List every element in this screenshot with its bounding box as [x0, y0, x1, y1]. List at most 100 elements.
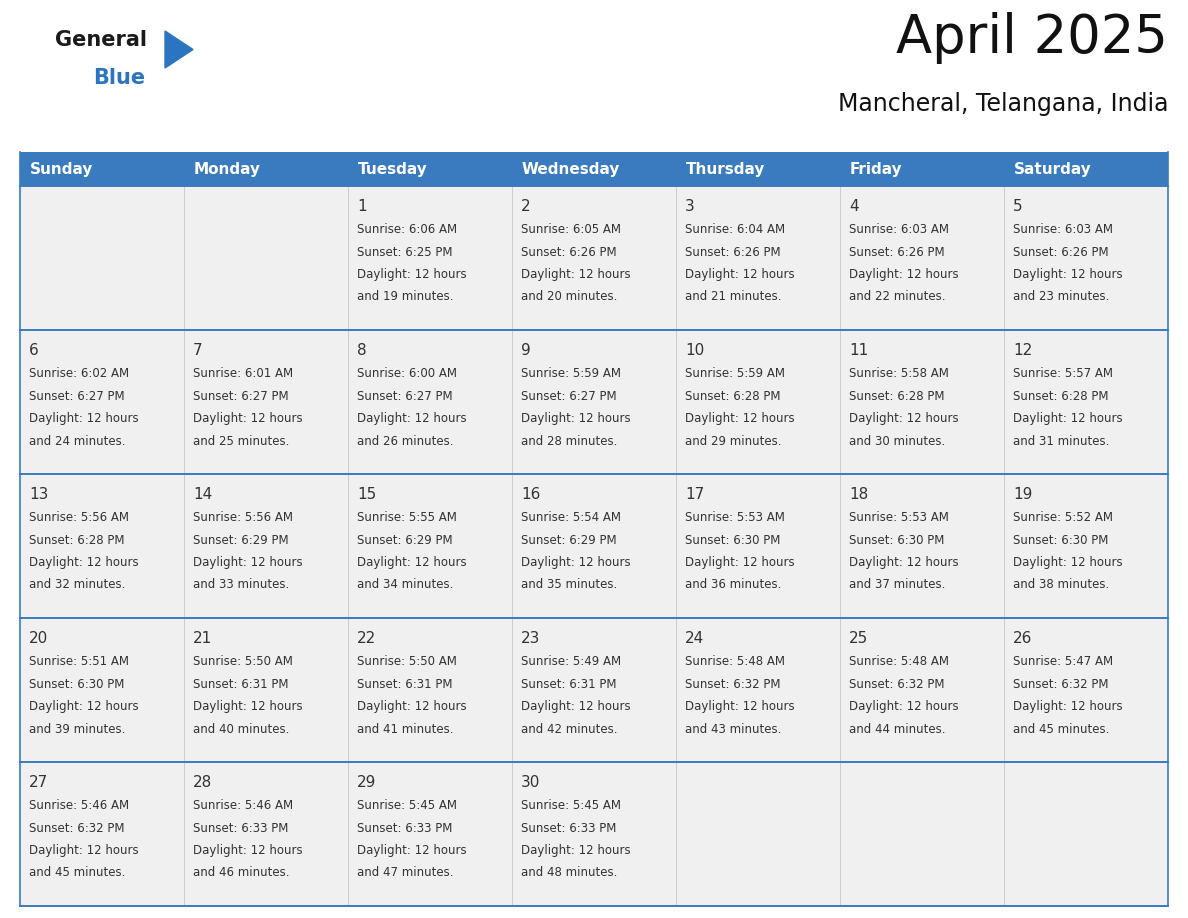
- Text: Sunrise: 5:54 AM: Sunrise: 5:54 AM: [522, 511, 621, 524]
- Text: Sunrise: 5:52 AM: Sunrise: 5:52 AM: [1013, 511, 1113, 524]
- Text: Sunset: 6:27 PM: Sunset: 6:27 PM: [358, 389, 453, 402]
- Text: 4: 4: [849, 199, 859, 214]
- Text: Sunset: 6:25 PM: Sunset: 6:25 PM: [358, 245, 453, 259]
- Text: Sunrise: 5:56 AM: Sunrise: 5:56 AM: [192, 511, 293, 524]
- Text: 11: 11: [849, 343, 868, 358]
- Text: Sunrise: 5:53 AM: Sunrise: 5:53 AM: [849, 511, 949, 524]
- Text: Daylight: 12 hours: Daylight: 12 hours: [192, 700, 303, 713]
- Text: 15: 15: [358, 487, 377, 502]
- Text: 5: 5: [1013, 199, 1023, 214]
- Text: Daylight: 12 hours: Daylight: 12 hours: [29, 412, 139, 425]
- Text: Sunset: 6:33 PM: Sunset: 6:33 PM: [358, 822, 453, 834]
- Text: Sunrise: 5:56 AM: Sunrise: 5:56 AM: [29, 511, 129, 524]
- Text: Sunset: 6:31 PM: Sunset: 6:31 PM: [522, 677, 617, 690]
- Text: 12: 12: [1013, 343, 1032, 358]
- Text: 20: 20: [29, 631, 49, 646]
- Bar: [20, 618, 1168, 762]
- Text: 28: 28: [192, 775, 213, 790]
- Text: Daylight: 12 hours: Daylight: 12 hours: [522, 556, 631, 569]
- Text: 19: 19: [1013, 487, 1032, 502]
- Text: 16: 16: [522, 487, 541, 502]
- Text: and 25 minutes.: and 25 minutes.: [192, 434, 290, 447]
- Text: April 2025: April 2025: [896, 12, 1168, 64]
- Text: Sunrise: 6:00 AM: Sunrise: 6:00 AM: [358, 367, 457, 380]
- Bar: [20, 474, 1168, 618]
- Text: 3: 3: [685, 199, 695, 214]
- Text: 9: 9: [522, 343, 531, 358]
- Text: General: General: [55, 30, 147, 50]
- Text: Sunrise: 6:02 AM: Sunrise: 6:02 AM: [29, 367, 129, 380]
- Text: Sunset: 6:26 PM: Sunset: 6:26 PM: [849, 245, 944, 259]
- Bar: [20, 330, 1168, 474]
- Text: 7: 7: [192, 343, 203, 358]
- Text: Sunrise: 6:01 AM: Sunrise: 6:01 AM: [192, 367, 293, 380]
- Text: and 29 minutes.: and 29 minutes.: [685, 434, 782, 447]
- Text: Thursday: Thursday: [685, 162, 765, 176]
- Text: 10: 10: [685, 343, 704, 358]
- Text: Daylight: 12 hours: Daylight: 12 hours: [849, 700, 959, 713]
- Text: and 22 minutes.: and 22 minutes.: [849, 290, 946, 304]
- Text: Sunrise: 5:48 AM: Sunrise: 5:48 AM: [685, 655, 785, 668]
- Text: Daylight: 12 hours: Daylight: 12 hours: [522, 700, 631, 713]
- Text: and 37 minutes.: and 37 minutes.: [849, 578, 946, 591]
- Text: Sunrise: 5:49 AM: Sunrise: 5:49 AM: [522, 655, 621, 668]
- Text: Sunrise: 6:03 AM: Sunrise: 6:03 AM: [1013, 223, 1113, 236]
- Text: Sunset: 6:31 PM: Sunset: 6:31 PM: [358, 677, 453, 690]
- Text: 26: 26: [1013, 631, 1032, 646]
- Text: Daylight: 12 hours: Daylight: 12 hours: [522, 268, 631, 281]
- Text: and 40 minutes.: and 40 minutes.: [192, 722, 290, 735]
- Text: Sunrise: 5:45 AM: Sunrise: 5:45 AM: [358, 799, 457, 812]
- Text: Sunrise: 5:45 AM: Sunrise: 5:45 AM: [522, 799, 621, 812]
- Text: Sunrise: 5:59 AM: Sunrise: 5:59 AM: [685, 367, 785, 380]
- Text: Sunset: 6:30 PM: Sunset: 6:30 PM: [1013, 533, 1108, 546]
- Text: Monday: Monday: [194, 162, 261, 176]
- Text: Sunset: 6:28 PM: Sunset: 6:28 PM: [29, 533, 125, 546]
- Polygon shape: [165, 31, 192, 68]
- Bar: [20, 152, 1168, 186]
- Text: Sunset: 6:30 PM: Sunset: 6:30 PM: [849, 533, 944, 546]
- Text: 8: 8: [358, 343, 367, 358]
- Text: and 33 minutes.: and 33 minutes.: [192, 578, 289, 591]
- Text: Sunrise: 5:55 AM: Sunrise: 5:55 AM: [358, 511, 457, 524]
- Text: and 20 minutes.: and 20 minutes.: [522, 290, 618, 304]
- Text: Sunset: 6:27 PM: Sunset: 6:27 PM: [29, 389, 125, 402]
- Text: Sunset: 6:33 PM: Sunset: 6:33 PM: [192, 822, 289, 834]
- Text: and 48 minutes.: and 48 minutes.: [522, 867, 618, 879]
- Text: and 39 minutes.: and 39 minutes.: [29, 722, 126, 735]
- Text: Sunset: 6:30 PM: Sunset: 6:30 PM: [29, 677, 125, 690]
- Text: and 23 minutes.: and 23 minutes.: [1013, 290, 1110, 304]
- Text: and 43 minutes.: and 43 minutes.: [685, 722, 782, 735]
- Text: Sunset: 6:30 PM: Sunset: 6:30 PM: [685, 533, 781, 546]
- Text: 24: 24: [685, 631, 704, 646]
- Text: Sunset: 6:32 PM: Sunset: 6:32 PM: [1013, 677, 1108, 690]
- Text: Daylight: 12 hours: Daylight: 12 hours: [358, 412, 467, 425]
- Text: Wednesday: Wednesday: [522, 162, 620, 176]
- Text: Friday: Friday: [849, 162, 903, 176]
- Text: Sunset: 6:29 PM: Sunset: 6:29 PM: [522, 533, 617, 546]
- Text: and 26 minutes.: and 26 minutes.: [358, 434, 454, 447]
- Text: 25: 25: [849, 631, 868, 646]
- Text: Sunset: 6:26 PM: Sunset: 6:26 PM: [685, 245, 781, 259]
- Text: Saturday: Saturday: [1015, 162, 1092, 176]
- Text: Sunset: 6:32 PM: Sunset: 6:32 PM: [685, 677, 781, 690]
- Text: and 35 minutes.: and 35 minutes.: [522, 578, 618, 591]
- Text: and 42 minutes.: and 42 minutes.: [522, 722, 618, 735]
- Text: Daylight: 12 hours: Daylight: 12 hours: [358, 268, 467, 281]
- Text: Daylight: 12 hours: Daylight: 12 hours: [1013, 556, 1123, 569]
- Text: and 45 minutes.: and 45 minutes.: [29, 867, 126, 879]
- Text: Daylight: 12 hours: Daylight: 12 hours: [849, 556, 959, 569]
- Text: and 34 minutes.: and 34 minutes.: [358, 578, 454, 591]
- Text: and 47 minutes.: and 47 minutes.: [358, 867, 454, 879]
- Text: Sunrise: 5:59 AM: Sunrise: 5:59 AM: [522, 367, 621, 380]
- Text: and 41 minutes.: and 41 minutes.: [358, 722, 454, 735]
- Text: Sunset: 6:27 PM: Sunset: 6:27 PM: [522, 389, 617, 402]
- Text: Mancheral, Telangana, India: Mancheral, Telangana, India: [838, 92, 1168, 116]
- Text: Daylight: 12 hours: Daylight: 12 hours: [192, 412, 303, 425]
- Bar: [20, 186, 1168, 330]
- Text: and 46 minutes.: and 46 minutes.: [192, 867, 290, 879]
- Text: Daylight: 12 hours: Daylight: 12 hours: [685, 556, 795, 569]
- Text: 29: 29: [358, 775, 377, 790]
- Text: Sunset: 6:28 PM: Sunset: 6:28 PM: [849, 389, 944, 402]
- Text: Sunset: 6:28 PM: Sunset: 6:28 PM: [1013, 389, 1108, 402]
- Text: Daylight: 12 hours: Daylight: 12 hours: [358, 700, 467, 713]
